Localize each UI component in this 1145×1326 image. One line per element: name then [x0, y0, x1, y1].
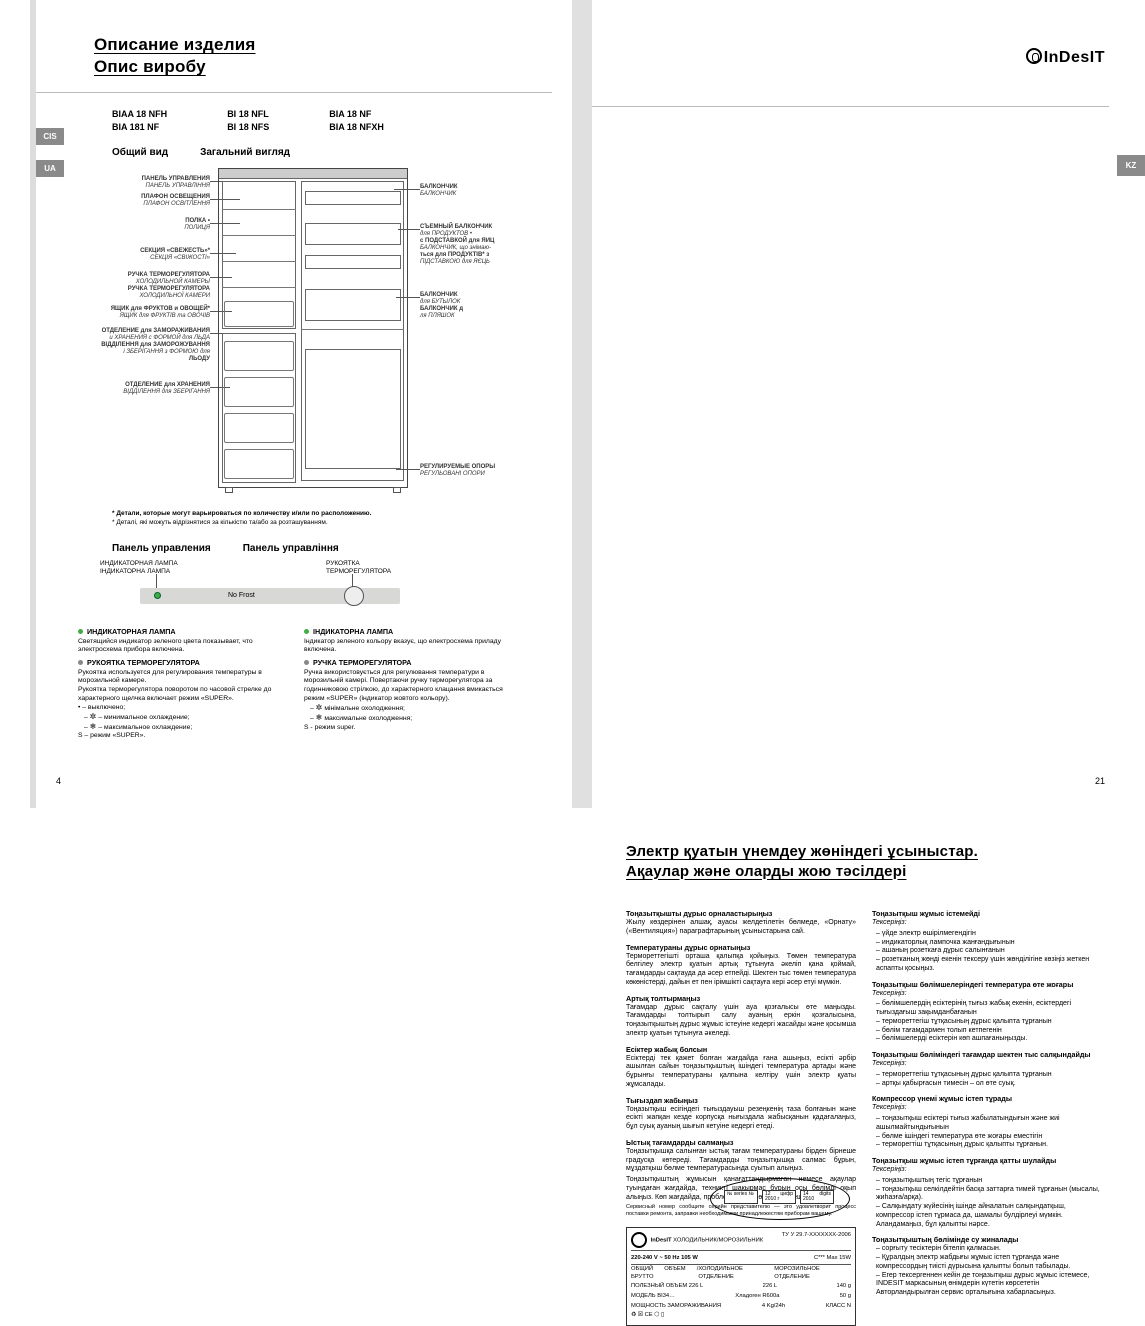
knob-dot-icon [78, 660, 83, 665]
cp-heading: Панель управленияПанель управління [112, 543, 572, 554]
callout-left: ЯЩИК для ФРУКТОВ и ОВОЩЕЙ*ЯЩИК для ФРУКТ… [88, 306, 210, 320]
fridge-diagram: ПАНЕЛЬ УПРАВЛЕНИЯПАНЕЛЬ УПРАВЛІННЯ ПЛАФОН… [88, 164, 572, 504]
col-ua: ІНДИКАТОРНА ЛАМПА Індикатор зеленого кол… [304, 624, 512, 741]
callout-left: ПОЛКА •ПОЛИЦЯ [88, 218, 210, 232]
callout-left: СЕКЦИЯ «СВЕЖЕСТЬ»*СЕКЦІЯ «СВІЖОСТІ» [88, 248, 210, 262]
right-col-2: Тоңазытқыш жұмыс істемейдіТексеріңіз:үйд… [872, 903, 1102, 1326]
callout-left: ОТДЕЛЕНИЕ для ЗАМОРАЖИВАНИЯи ХРАНЕНИЯ с … [88, 328, 210, 362]
col-ru: ИНДИКАТОРНАЯ ЛАМПА Светящийся индикатор … [78, 624, 286, 741]
models-col-1: BIAA 18 NFHBIA 181 NF [112, 108, 167, 133]
green-dot-icon [78, 629, 83, 634]
callout-right: СЪЕМНЫЙ БАЛКОНЧИКдля ПРОДУКТОВ •с ПОДСТА… [420, 224, 550, 265]
control-panel-diagram: ИНДИКАТОРНАЯ ЛАМПАІНДИКАТОРНА ЛАМПА РУКО… [100, 560, 572, 620]
right-page: Электр қуатын үнемдеу жөніндегі ұсыныста… [572, 0, 1145, 808]
left-rule [36, 92, 552, 93]
callout-left: ПАНЕЛЬ УПРАВЛЕНИЯПАНЕЛЬ УПРАВЛІННЯ [88, 176, 210, 190]
diagram-footnote: * Детали, которые могут варьироваться по… [112, 510, 572, 527]
brand-logo: InDesIT [1026, 48, 1105, 67]
tab-ua: UA [36, 160, 64, 177]
tab-kz: KZ [1117, 155, 1145, 176]
callout-right: БАЛКОНЧИКБАЛКОНЧИК [420, 184, 550, 198]
rating-plate-wrap: Сервисный номер сообщите серийн представ… [626, 1204, 856, 1325]
overview-heading: Общий видЗагальний вигляд [112, 147, 572, 158]
callout-right: РЕГУЛИРУЕМЫЕ ОПОРЫРЕГУЛЬОВАНІ ОПОРИ [420, 464, 550, 478]
title-kz-2: Ақаулар және оларды жою тәсілдері [626, 862, 995, 882]
title-ua: Опис виробу [94, 56, 524, 78]
right-header: Электр қуатын үнемдеу жөніндегі ұсыныста… [572, 808, 1145, 881]
page-number-left: 4 [56, 776, 61, 786]
cp-callout-knob: РУКОЯТКАТЕРМОРЕГУЛЯТОРА [326, 560, 391, 575]
rating-plate: InDesIT ХОЛОДИЛЬНИК/МОРОЗИЛЬНИКTУ У 29.7… [626, 1227, 856, 1326]
models-col-2: BI 18 NFLBI 18 NFS [227, 108, 269, 133]
title-ru: Описание изделия [94, 34, 524, 56]
left-margin-bar [30, 0, 36, 808]
left-page: CIS UA Описание изделия Опис виробу BIAA… [0, 0, 572, 808]
right-col-1: Тоңазытқышты дұрыс орналастырыңызЖылу кө… [626, 903, 856, 1326]
models-row: BIAA 18 NFHBIA 181 NF BI 18 NFLBI 18 NFS… [0, 78, 572, 133]
callout-left: РУЧКА ТЕРМОРЕГУЛЯТОРАХОЛОДИЛЬНОЙ КАМЕРЫР… [88, 272, 210, 300]
green-dot-icon [304, 629, 309, 634]
right-rule [592, 106, 1109, 107]
title-kz-1: Электр қуатын үнемдеу жөніндегі ұсыныста… [626, 842, 995, 862]
callout-left: ОТДЕЛЕНИЕ для ХРАНЕНИЯВІДДІЛЕННЯ для ЗБЕ… [88, 382, 210, 396]
callout-left: ПЛАФОН ОСВЕЩЕНИЯПЛАФОН ОСВІТЛЕННЯ [88, 194, 210, 208]
tab-cis: CIS [36, 128, 64, 145]
right-text-columns: Тоңазытқышты дұрыс орналастырыңызЖылу кө… [572, 881, 1145, 1326]
brand-icon [1026, 48, 1042, 64]
left-header: Описание изделия Опис виробу [0, 0, 572, 78]
bottom-text-columns: ИНДИКАТОРНАЯ ЛАМПА Светящийся индикатор … [78, 624, 512, 741]
page-number-right: 21 [1095, 776, 1105, 786]
cp-callout-indicator: ИНДИКАТОРНАЯ ЛАМПАІНДИКАТОРНА ЛАМПА [100, 560, 178, 575]
fridge-outline [218, 168, 408, 488]
callout-right: БАЛКОНЧИКдля БУТЫЛОКБАЛКОНЧИК для ПЛЯШОК [420, 292, 550, 320]
right-margin-bar [572, 0, 592, 808]
models-col-3: BIA 18 NFBIA 18 NFXH [329, 108, 384, 133]
knob-dot-icon [304, 660, 309, 665]
nofrost-label: No Frost [228, 592, 255, 599]
